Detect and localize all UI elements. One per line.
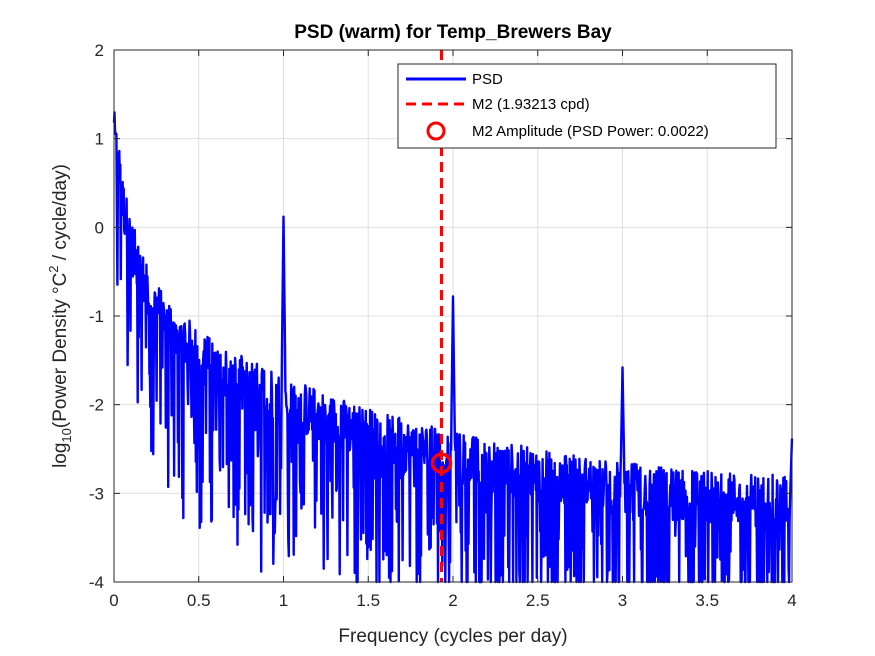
chart-title: PSD (warm) for Temp_Brewers Bay bbox=[294, 22, 612, 43]
legend-m2-label: M2 (1.93213 cpd) bbox=[472, 96, 590, 113]
psd-line bbox=[112, 111, 794, 584]
y-tick-label: -1 bbox=[89, 307, 104, 326]
y-axis-label-subscript: 10 bbox=[59, 428, 74, 442]
legend: PSD M2 (1.93213 cpd) M2 Amplitude (PSD P… bbox=[397, 63, 777, 149]
y-tick-label: 0 bbox=[95, 218, 104, 237]
y-tick-label: -4 bbox=[89, 573, 104, 592]
y-tick-label: -2 bbox=[89, 396, 104, 415]
x-tick-label: 2 bbox=[448, 591, 457, 610]
y-axis-label-mid: (Power Density °C bbox=[50, 273, 71, 428]
legend-amplitude-marker bbox=[426, 121, 446, 141]
x-tick-label: 1.5 bbox=[356, 591, 380, 610]
psd-series bbox=[112, 111, 794, 584]
y-tick-label: 2 bbox=[95, 41, 104, 60]
legend-amplitude-label: M2 Amplitude (PSD Power: 0.0022) bbox=[472, 123, 709, 140]
y-axis-label: log10(Power Density °C2 / cycle/day) bbox=[46, 164, 74, 468]
x-tick-label: 3 bbox=[618, 591, 627, 610]
legend-psd-label: PSD bbox=[472, 71, 503, 88]
x-tick-label: 2.5 bbox=[526, 591, 550, 610]
y-axis-label-prefix: log bbox=[50, 443, 71, 468]
m2-amplitude-marker bbox=[430, 452, 453, 474]
x-tick-label: 4 bbox=[787, 591, 796, 610]
y-axis-label-suffix: / cycle/day) bbox=[50, 164, 71, 265]
x-tick-label: 0 bbox=[109, 591, 118, 610]
x-tick-label: 0.5 bbox=[187, 591, 211, 610]
ticks: 0 0.5 1 1.5 2 2.5 3 3.5 4 -4 -3 -2 -1 0 1 2 bbox=[89, 41, 797, 610]
y-axis-label-superscript: 2 bbox=[46, 265, 61, 272]
y-tick-label: 1 bbox=[95, 130, 104, 149]
x-axis-label: Frequency (cycles per day) bbox=[338, 626, 567, 647]
x-tick-label: 1 bbox=[279, 591, 288, 610]
x-tick-label: 3.5 bbox=[695, 591, 719, 610]
y-tick-label: -3 bbox=[89, 484, 104, 503]
